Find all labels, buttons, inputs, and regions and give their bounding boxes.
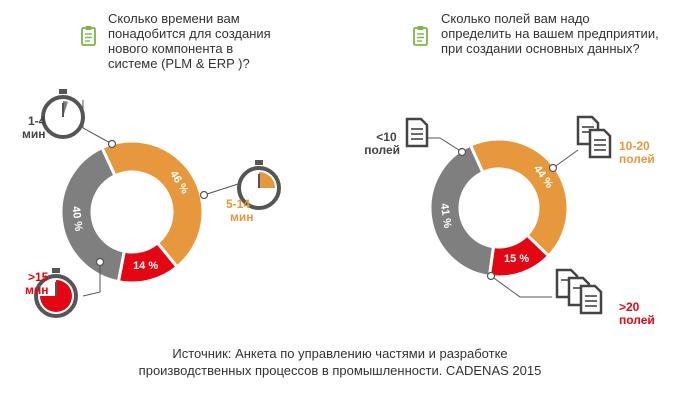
donut-slice-time-1 xyxy=(99,139,205,269)
stopwatch-icon xyxy=(41,89,85,139)
slice-label-time-2: 14 % xyxy=(133,260,158,272)
question-line: понадобится для создания xyxy=(108,26,271,41)
clipboard-icon xyxy=(413,26,428,46)
source-line: производственных процессов в промышленно… xyxy=(138,363,542,378)
donut-slice-fields-1 xyxy=(468,137,570,259)
documents-icon xyxy=(576,115,612,159)
callout-label-gray-left: 1-4 мин xyxy=(22,114,49,141)
leader-lines xyxy=(82,100,579,298)
leader-line-gray-left xyxy=(82,100,113,145)
question-line: определить на вашем предприятии, xyxy=(441,26,659,41)
callout-label-orange-right: 10-20 полей xyxy=(619,139,655,166)
documents-stack-icon xyxy=(555,268,603,315)
leader-line-red-right xyxy=(490,275,552,298)
question-line: системе (PLM & ERP )? xyxy=(108,56,250,71)
callout-label-red-right: >20 полей xyxy=(619,300,655,327)
question-line: при создании основных данных? xyxy=(441,41,640,56)
source-note: Источник: Анкета по управлению частями и… xyxy=(0,345,680,379)
slice-label-time-0: 40 % xyxy=(69,206,84,233)
donut-slice-time-0 xyxy=(59,145,127,284)
leader-dots xyxy=(95,139,558,281)
question-line: Сколько времени вам xyxy=(108,11,240,26)
question-time: Сколько времени вам понадобится для созд… xyxy=(108,11,271,71)
clipboard-icon xyxy=(81,26,96,46)
callout-label-orange-left: 5-14 мин xyxy=(226,197,254,224)
stopwatch-icon xyxy=(34,268,78,318)
stopwatch-icon xyxy=(237,160,281,210)
donut-slice-time-2 xyxy=(116,240,180,285)
callout-label-red-left: >15 мин xyxy=(25,270,52,297)
leader-line-orange-left xyxy=(203,183,239,196)
question-line: нового компонента в xyxy=(108,41,234,56)
question-fields: Сколько полей вам надо определить на ваш… xyxy=(441,11,659,56)
callout-label-gray-right: <10 полей xyxy=(364,130,400,157)
donut-chart-fields: 41 %44 %15 % xyxy=(428,137,570,279)
slice-label-fields-0: 41 % xyxy=(438,202,453,229)
source-line: Источник: Анкета по управлению частями и… xyxy=(172,346,508,361)
donut-chart-time: 40 %46 %14 % xyxy=(59,139,205,285)
question-line: Сколько полей вам надо xyxy=(441,11,590,26)
document-icon xyxy=(405,117,429,148)
slice-label-fields-2: 15 % xyxy=(504,253,529,265)
donut-slice-fields-0 xyxy=(428,143,496,279)
leader-line-gray-right xyxy=(426,137,463,153)
leader-line-orange-right xyxy=(552,149,579,169)
leader-line-red-left xyxy=(82,262,101,297)
